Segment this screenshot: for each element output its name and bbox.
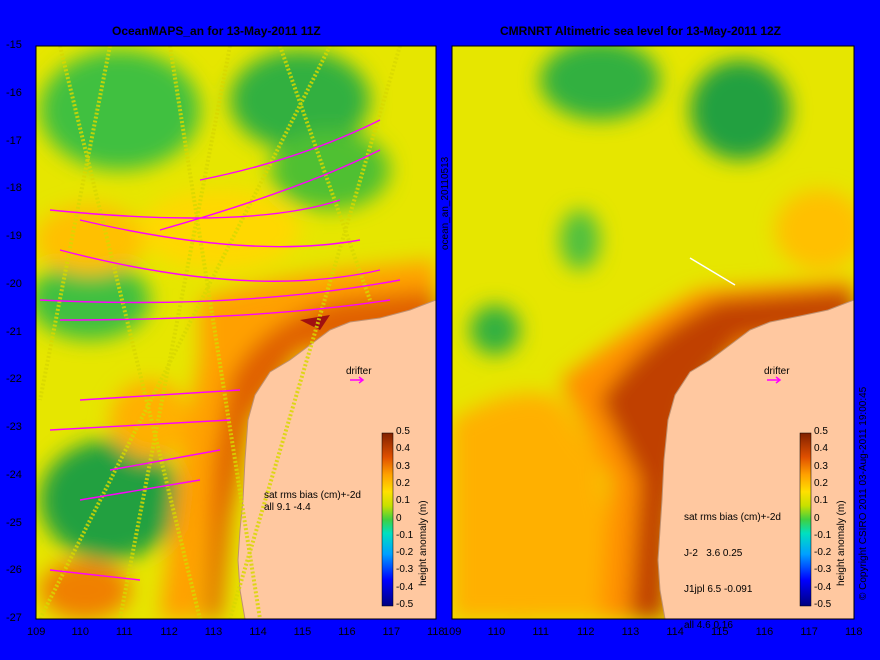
left-drifter-arrow-icon: [350, 376, 365, 384]
left-y-tick-label: -19: [6, 230, 22, 242]
colorbar-tick-label: 0.3: [396, 460, 410, 472]
left-x-tick-label: 117: [382, 626, 401, 638]
left-y-tick-label: -22: [6, 373, 22, 386]
colorbar-tick-label: -0.4: [814, 581, 832, 593]
left-y-tick-label: -15: [6, 39, 22, 51]
left-stats-header: sat rms bias (cm)+-2d: [264, 490, 361, 501]
left-y-tick-label: -20: [6, 277, 22, 290]
colorbar-tick-label: 0.4: [814, 443, 828, 455]
right-x-tick-label: 111: [532, 626, 550, 638]
colorbar-tick-label: -0.3: [396, 564, 414, 576]
left-y-tick-label: -26: [6, 564, 22, 577]
colorbar-tick-label: -0.3: [814, 564, 832, 576]
colorbar-tick-label: 0.1: [814, 495, 828, 507]
right-stats-line: J-2 3.6 0.25: [684, 548, 743, 559]
run-id-label: ocean_an_20110513: [440, 156, 451, 250]
right-x-tick-label: 112: [577, 626, 595, 638]
left-map-field: [36, 46, 436, 619]
colorbar-tick-label: 0.2: [814, 477, 828, 489]
right-map-field: [452, 46, 854, 619]
colorbar-tick-label: -0.1: [814, 529, 832, 541]
left-panel-title: OceanMAPS_an for 13-May-2011 11Z: [112, 24, 321, 38]
left-y-tick-label: -18: [6, 182, 22, 195]
right-colorbar-label: height anomaly (m): [836, 500, 847, 586]
colorbar-tick-label: 0.5: [814, 426, 828, 437]
colorbar-tick-label: -0.5: [814, 599, 832, 610]
right-panel-title: CMRNRT Altimetric sea level for 13-May-2…: [500, 24, 781, 38]
right-x-tick-label: 117: [800, 626, 818, 638]
left-colorbar: [381, 432, 394, 607]
left-x-tick-label: 116: [338, 626, 356, 638]
left-y-tick-label: -17: [6, 134, 22, 147]
left-colorbar-label: height anomaly (m): [418, 500, 429, 586]
left-x-tick-label: 113: [204, 626, 223, 638]
colorbar-tick-label: 0: [814, 512, 820, 524]
left-x-tick-label: 111: [115, 626, 133, 638]
left-x-tick-label: 110: [71, 626, 89, 638]
right-stats-line: J1jpl 6.5 -0.091: [684, 584, 753, 595]
left-y-tick-label: -21: [6, 325, 22, 338]
right-x-tick-label: 116: [755, 626, 774, 638]
right-x-tick-label: 110: [487, 626, 506, 638]
left-y-tick-label: -16: [6, 86, 22, 99]
colorbar-tick-label: -0.5: [396, 599, 414, 610]
colorbar-tick-label: 0: [396, 512, 402, 524]
left-y-tick-label: -25: [6, 516, 22, 529]
colorbar-tick-label: -0.2: [396, 547, 414, 559]
right-drifter-arrow-icon: [767, 376, 782, 384]
left-stats-line: all 9.1 -4.4: [264, 502, 311, 513]
right-colorbar: [799, 432, 812, 607]
left-x-tick-label: 112: [160, 626, 178, 638]
right-x-tick-label: 109: [443, 626, 462, 638]
left-y-tick-label: -27: [6, 612, 22, 624]
colorbar-tick-label: -0.2: [814, 547, 832, 559]
colorbar-tick-label: 0.5: [396, 426, 410, 437]
left-x-tick-label: 109: [27, 626, 46, 638]
colorbar-tick-label: -0.4: [396, 581, 414, 593]
colorbar-tick-label: 0.4: [396, 443, 410, 455]
left-y-tick-label: -23: [6, 421, 22, 433]
left-x-tick-label: 118: [427, 626, 445, 638]
left-stats-box: sat rms bias (cm)+-2d all 9.1 -4.4: [264, 490, 361, 514]
right-stats-line: all 4.6 0.16: [684, 620, 733, 631]
right-stats-header: sat rms bias (cm)+-2d: [684, 512, 781, 523]
colorbar-tick-label: 0.1: [396, 495, 410, 507]
copyright-label: © Copyright CSIRO 2011 03-Aug-2011 19:00…: [858, 386, 869, 600]
right-x-tick-label: 114: [666, 626, 684, 638]
right-drifter-label: drifter: [764, 366, 790, 377]
left-y-tick-label: -24: [6, 468, 22, 481]
right-x-tick-label: 113: [621, 626, 640, 638]
colorbar-tick-label: -0.1: [396, 529, 414, 541]
right-stats-box: sat rms bias (cm)+-2d J-2 3.6 0.25 J1jpl…: [684, 488, 781, 644]
right-x-tick-label: 118: [845, 626, 863, 638]
right-x-tick-label: 115: [711, 626, 729, 638]
colorbar-tick-label: 0.2: [396, 477, 410, 489]
left-drifter-label: drifter: [346, 366, 372, 377]
left-x-tick-label: 115: [293, 626, 312, 638]
colorbar-tick-label: 0.3: [814, 460, 828, 472]
left-x-tick-label: 114: [249, 626, 267, 638]
